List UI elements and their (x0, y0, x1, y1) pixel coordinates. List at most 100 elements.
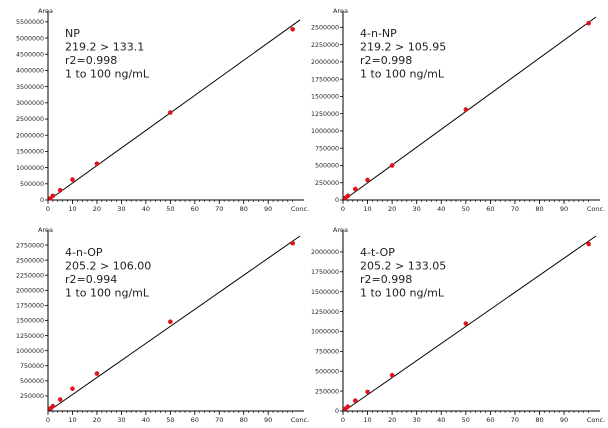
chart-1-x-tick-label: 40 (142, 205, 150, 213)
chart-1-y-tick-label: 5000000 (16, 35, 44, 42)
chart-3-y-tick-label: 1000000 (16, 348, 44, 355)
chart-4-annotation-line: r2=0.998 (360, 273, 412, 286)
chart-1-x-tick-label: 60 (191, 205, 199, 213)
chart-3-y-tick-label: 2750000 (16, 242, 44, 249)
chart-2-annotation-line: 219.2 > 105.95 (360, 41, 446, 54)
chart-2-annotation-line: r2=0.998 (360, 54, 412, 67)
chart-2-x-tick-label: 70 (511, 205, 519, 213)
chart-2-y-tick-label: 250000 (315, 180, 339, 187)
chart-1-x-tick-label: 80 (240, 205, 248, 213)
chart-2-x-axis-title: Conc. (587, 205, 605, 213)
chart-4-y-tick-label: 500000 (315, 368, 339, 375)
chart-1-y-axis-title: Area (38, 7, 53, 15)
chart-3-x-tick-label: 80 (240, 416, 248, 424)
chart-4-y-tick-label: 250000 (315, 388, 339, 395)
chart-2-data-point (463, 107, 469, 112)
chart-3-y-tick-label: 2000000 (16, 288, 44, 295)
chart-4-x-tick-label: 40 (437, 416, 445, 424)
chart-2-y-tick-label: 2000000 (311, 59, 339, 66)
chart-2-x-tick-label: 30 (413, 205, 421, 213)
chart-1-fit-line (48, 19, 301, 201)
chart-2-data-point (365, 177, 370, 183)
chart-4-y-tick-label: 1500000 (311, 289, 339, 296)
chart-1-x-tick-label: 10 (68, 205, 76, 213)
chart-1-x-tick-label: 30 (117, 205, 125, 213)
chart-2-y-tick-label: 1000000 (311, 128, 339, 135)
chart-2-y-tick-label: 0 (335, 197, 339, 204)
chart-1-x-tick-label: 70 (215, 205, 223, 213)
chart-1-y-tick-label: 2500000 (16, 116, 44, 123)
chart-3-annotation-line: r2=0.994 (65, 273, 117, 286)
chart-2-x-tick-label: 80 (535, 205, 543, 213)
chart-1-data-point (50, 193, 56, 199)
chart-4-x-tick-label: 70 (511, 416, 519, 424)
chart-1-x-tick-label: 0 (46, 205, 50, 213)
chart-2-x-tick-label: 50 (462, 205, 470, 213)
chart-4-data-point (389, 372, 395, 378)
chart-3-data-point (50, 403, 56, 409)
chart-2-y-tick-label: 2500000 (311, 25, 339, 32)
chart-1-data-point (94, 161, 100, 167)
chart-1-x-tick-label: 50 (166, 205, 174, 213)
chart-3-annotation-line: 205.2 > 106.00 (65, 260, 151, 273)
chart-3-x-tick-label: 0 (46, 416, 50, 424)
chart-2-y-tick-label: 1500000 (311, 94, 339, 101)
chart-2-y-tick-label: 1750000 (311, 76, 339, 83)
chart-3-y-tick-label: 2250000 (16, 272, 44, 279)
chart-4-x-tick-label: 0 (341, 416, 345, 424)
chart-1-y-tick-label: 500000 (20, 181, 44, 188)
chart-1-y-tick-label: 1500000 (16, 149, 44, 156)
chart-3-y-tick-label: 250000 (20, 393, 44, 400)
chart-3-y-tick-label: 750000 (20, 363, 44, 370)
chart-1-x-axis-title: Conc. (291, 205, 309, 213)
chart-4-y-tick-label: 750000 (315, 349, 339, 356)
chart-4-y-tick-label: 0 (335, 408, 339, 415)
chart-2-y-tick-label: 1250000 (311, 111, 339, 118)
chart-1-y-tick-label: 3000000 (16, 100, 44, 107)
chart-2-data-point (345, 193, 351, 199)
chart-2-annotation-line: 4-n-NP (360, 27, 397, 40)
chart-3-y-tick-label: 1500000 (16, 318, 44, 325)
chart-4-y-tick-label: 1750000 (311, 269, 339, 276)
chart-3-data-point (94, 371, 100, 376)
chart-1-y-tick-label: 4500000 (16, 51, 44, 58)
chart-3-data-point (70, 386, 75, 391)
chart-4-data-point (345, 404, 351, 409)
chart-1-y-tick-label: 3500000 (16, 84, 44, 91)
chart-3-fit-line (48, 235, 301, 412)
chart-4-annotation-line: 4-t-OP (360, 246, 395, 259)
chart-2-x-tick-label: 10 (363, 205, 371, 213)
chart-3-x-tick-label: 20 (93, 416, 101, 424)
chart-4-y-tick-label: 2000000 (311, 249, 339, 256)
chart-3-x-tick-label: 60 (191, 416, 199, 424)
chart-4-x-tick-label: 80 (535, 416, 543, 424)
chart-4-data-point (365, 389, 370, 395)
chart-4-x-tick-label: 10 (363, 416, 371, 424)
chart-2-y-tick-label: 750000 (315, 145, 339, 152)
chart-3-data-point (168, 319, 173, 324)
chart-1-annotation-line: r2=0.998 (65, 54, 117, 67)
chart-4-data-point (352, 398, 358, 403)
chart-4-x-tick-label: 90 (560, 416, 568, 424)
chart-4-x-axis-title: Conc. (587, 416, 605, 424)
chart-3-y-axis-title: Area (38, 226, 53, 234)
chart-4-x-tick-label: 30 (413, 416, 421, 424)
chart-3-x-tick-label: 10 (68, 416, 76, 424)
chart-1-data-point (290, 27, 295, 32)
chart-1-y-tick-label: 4000000 (16, 68, 44, 75)
chart-4-x-tick-label: 20 (388, 416, 396, 424)
chart-4-data-point (586, 241, 591, 247)
chart-1-y-tick-label: 5500000 (16, 19, 44, 26)
chart-1-data-point (168, 110, 173, 115)
chart-4-y-axis-title: Area (333, 226, 348, 234)
chart-2-fit-line (343, 16, 597, 201)
chart-1-data-point (70, 177, 75, 182)
chart-2-x-tick-label: 60 (486, 205, 494, 213)
chart-3-data-point (290, 240, 295, 246)
chart-3-annotation-line: 1 to 100 ng/mL (65, 287, 150, 300)
chart-4-annotation-line: 1 to 100 ng/mL (360, 287, 445, 300)
chart-3-annotation-line: 4-n-OP (65, 246, 103, 259)
chart-1-annotation-line: 1 to 100 ng/mL (65, 68, 150, 81)
chart-4-data-point (463, 321, 469, 326)
chart-3-x-tick-label: 90 (264, 416, 272, 424)
